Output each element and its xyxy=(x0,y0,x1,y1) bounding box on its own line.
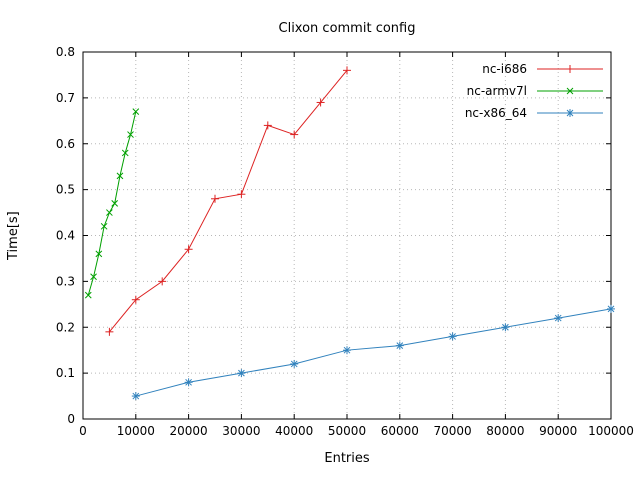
series-nc-x86_64 xyxy=(131,304,615,401)
chart-title: Clixon commit config xyxy=(278,21,416,36)
x-tick-label: 70000 xyxy=(434,424,472,438)
legend-sample-nc-x86_64 xyxy=(537,109,603,117)
x-tick-label: 60000 xyxy=(381,424,419,438)
series-nc-armv7l xyxy=(84,108,140,299)
y-tick-label: 0.4 xyxy=(56,229,75,243)
legend-label-nc-i686: nc-i686 xyxy=(482,62,527,76)
legend-label-nc-x86_64: nc-x86_64 xyxy=(465,106,527,120)
x-tick-label: 20000 xyxy=(170,424,208,438)
x-axis-label: Entries xyxy=(324,451,370,466)
y-tick-label: 0.3 xyxy=(56,274,75,288)
x-tick-label: 80000 xyxy=(486,424,524,438)
y-tick-label: 0.8 xyxy=(56,45,75,59)
y-tick-label: 0 xyxy=(67,412,75,426)
x-tick-label: 10000 xyxy=(117,424,155,438)
legend-sample-nc-armv7l xyxy=(537,87,603,95)
x-tick-label: 40000 xyxy=(275,424,313,438)
series-nc-i686 xyxy=(105,66,351,336)
x-tick-label: 0 xyxy=(79,424,87,438)
y-tick-label: 0.2 xyxy=(56,320,75,334)
x-tick-label: 30000 xyxy=(222,424,260,438)
legend-sample-nc-i686 xyxy=(537,65,603,73)
legend-label-nc-armv7l: nc-armv7l xyxy=(467,84,527,98)
y-tick-label: 0.6 xyxy=(56,137,75,151)
y-tick-label: 0.1 xyxy=(56,366,75,380)
y-tick-label: 0.5 xyxy=(56,183,75,197)
x-tick-label: 50000 xyxy=(328,424,366,438)
y-tick-label: 0.7 xyxy=(56,91,75,105)
x-tick-label: 90000 xyxy=(539,424,577,438)
x-tick-label: 100000 xyxy=(588,424,634,438)
